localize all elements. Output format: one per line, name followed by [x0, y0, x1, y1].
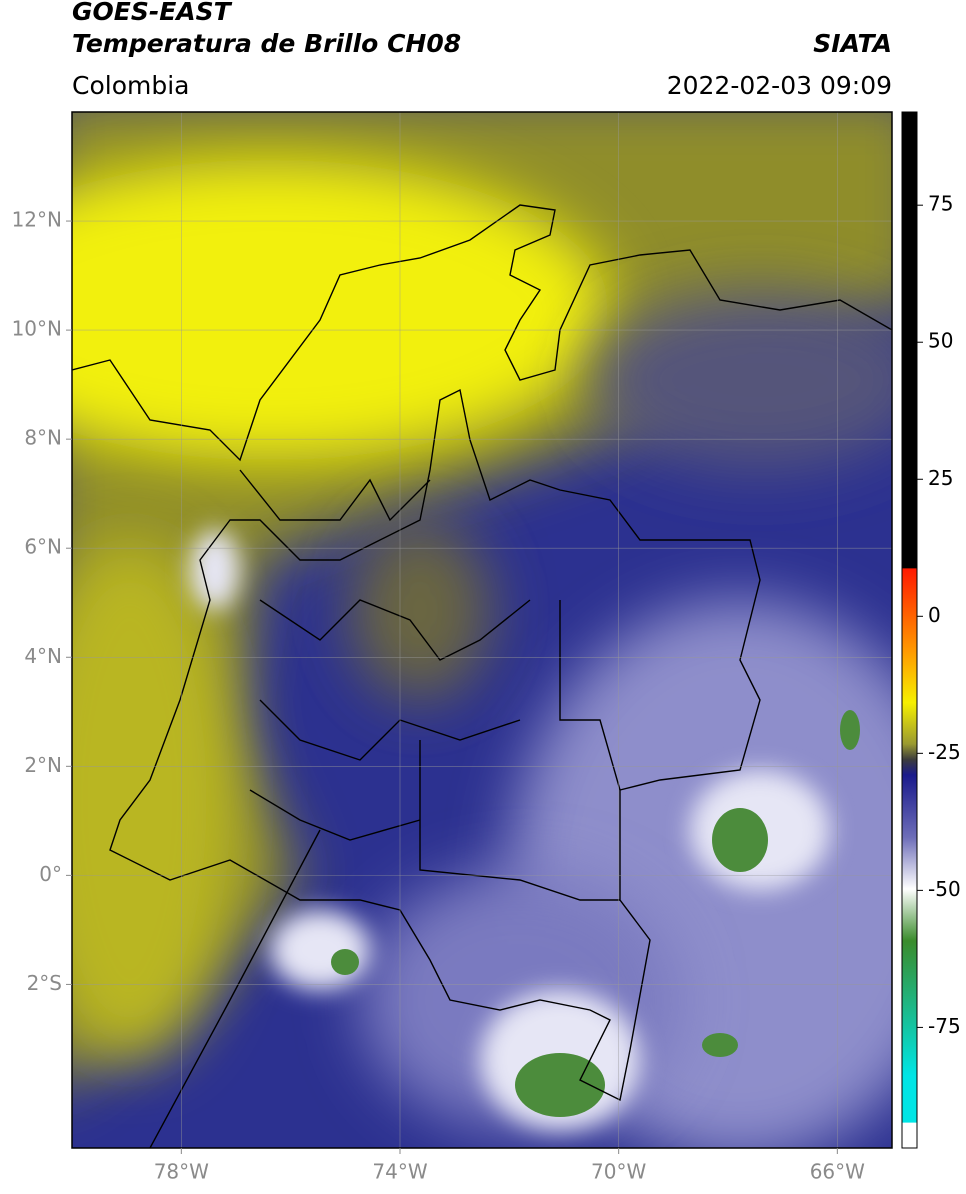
y-tick-label: 0° — [39, 862, 62, 886]
y-tick-label: 2°S — [27, 971, 62, 995]
colorbar-tick-label: 25 — [928, 466, 953, 490]
colorbar-tick-label: -50 — [928, 877, 961, 901]
x-tick-label: 70°W — [591, 1160, 646, 1184]
y-tick-label: 8°N — [24, 426, 62, 450]
colorbar-tick-label: 75 — [928, 192, 953, 216]
region: Colombia — [72, 71, 189, 100]
satellite-image — [72, 112, 892, 1148]
title-line2: Temperatura de Brillo CH08 — [72, 29, 461, 58]
colorbar-tick-label: -75 — [928, 1014, 961, 1038]
datetime: 2022-02-03 09:09 — [667, 71, 892, 100]
x-tick-label: 78°W — [154, 1160, 209, 1184]
colorbar-tick-label: 0 — [928, 603, 941, 627]
y-tick-label: 12°N — [12, 208, 62, 232]
y-tick-label: 6°N — [24, 535, 62, 559]
colorbar — [901, 111, 918, 1149]
y-tick-label: 4°N — [24, 644, 62, 668]
source: SIATA — [813, 29, 892, 58]
map-frame — [71, 111, 893, 1149]
borders — [72, 204, 892, 1148]
x-tick-label: 74°W — [372, 1160, 427, 1184]
y-tick-label: 2°N — [24, 753, 62, 777]
colorbar-tick-label: 50 — [928, 329, 953, 353]
x-tick-label: 66°W — [810, 1160, 865, 1184]
title-line1: GOES-EAST — [72, 0, 233, 26]
colorbar-tick-label: -25 — [928, 740, 961, 764]
y-tick-label: 10°N — [12, 317, 62, 341]
